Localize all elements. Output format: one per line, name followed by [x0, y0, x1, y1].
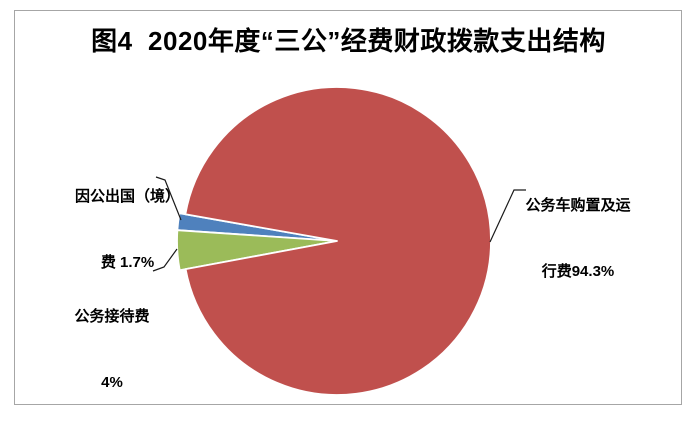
label-outbound-line2: 费 1.7%: [100, 254, 155, 271]
label-reception-expense: 公务接待费 4%: [32, 262, 192, 421]
label-vehicle-expense: 公务车购置及运 行费94.3%: [498, 151, 658, 327]
pie-slice-reception[interactable]: [176, 229, 338, 272]
label-outbound-expense: 因公出国（境） 费 1.7%: [45, 142, 210, 318]
leader-line-outbound: [155, 176, 182, 221]
leader-line-reception: [152, 248, 178, 272]
leader-line-vehicle: [489, 189, 526, 243]
label-reception-line1: 公务接待费: [74, 308, 150, 325]
label-vehicle-line1: 公务车购置及运: [525, 197, 631, 214]
chart-title: 图4 2020年度“三公”经费财政拨款支出结构: [91, 26, 606, 56]
label-vehicle-line2: 行费94.3%: [541, 263, 615, 280]
label-reception-line2: 4%: [101, 374, 123, 391]
label-outbound-line1: 因公出国（境）: [74, 188, 180, 205]
